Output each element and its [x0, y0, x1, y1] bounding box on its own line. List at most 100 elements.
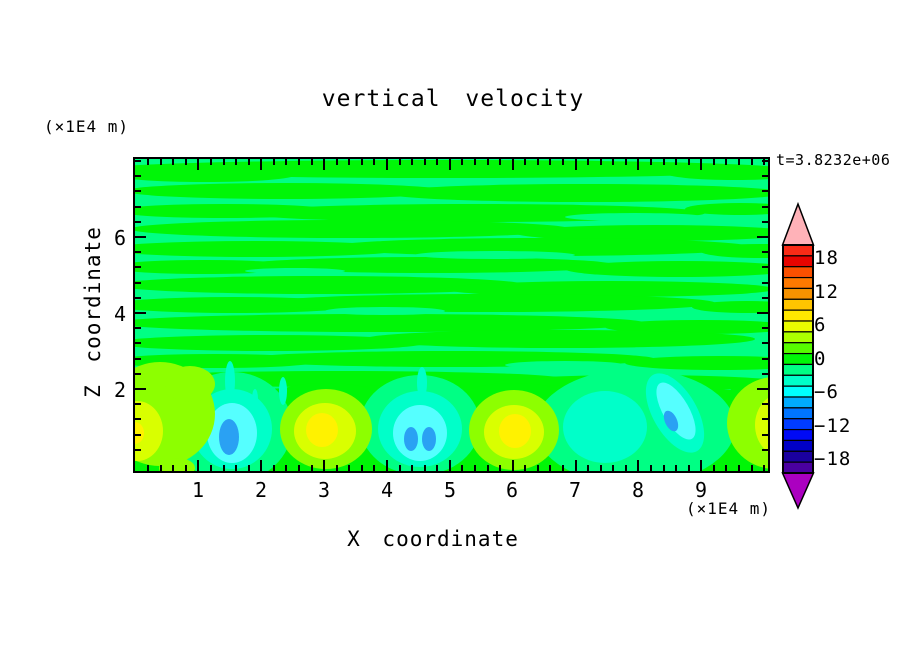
- tick-mark: [762, 296, 768, 299]
- tick-mark: [310, 465, 313, 471]
- x-axis-unit: (×1E4 m): [686, 499, 772, 518]
- colorbar-segment: [782, 428, 814, 442]
- tick-mark: [549, 465, 552, 471]
- tick-mark: [222, 159, 225, 165]
- tick-mark: [574, 460, 577, 471]
- tick-mark: [612, 159, 615, 165]
- tick-mark: [260, 159, 263, 170]
- tick-mark: [561, 465, 564, 471]
- colorbar-segment: [782, 276, 814, 290]
- colorbar-segment: [782, 461, 814, 474]
- tick-mark: [725, 465, 728, 471]
- tick-mark: [499, 465, 502, 471]
- tick-mark: [373, 465, 376, 471]
- colorbar-label: 12: [814, 280, 839, 303]
- tick-mark: [599, 465, 602, 471]
- tick-mark: [172, 159, 175, 165]
- x-axis-title: X coordinate: [347, 527, 519, 551]
- colorbar-segment: [782, 374, 814, 387]
- tick-mark: [762, 175, 768, 178]
- tick-mark: [762, 251, 768, 254]
- tick-mark: [135, 403, 141, 406]
- tick-mark: [762, 160, 768, 162]
- colorbar-segment: [782, 331, 814, 344]
- tick-mark: [184, 465, 187, 471]
- tick-mark: [725, 159, 728, 165]
- tick-mark: [536, 465, 539, 471]
- colorbar-segment: [782, 298, 814, 311]
- tick-mark: [612, 465, 615, 471]
- contour-field-svg: [95, 159, 823, 485]
- tick-mark: [448, 159, 451, 170]
- tick-mark: [712, 159, 715, 165]
- colorbar-segment: [782, 309, 814, 322]
- tick-mark: [147, 465, 150, 471]
- tick-mark: [762, 342, 768, 345]
- tick-mark: [762, 372, 768, 375]
- tick-mark: [297, 465, 300, 471]
- x-tick-label: 7: [568, 478, 582, 502]
- tick-layer: [135, 159, 768, 471]
- tick-mark: [135, 312, 146, 314]
- tick-mark: [135, 205, 141, 208]
- tick-mark: [323, 460, 326, 471]
- colorbar-segment: [782, 396, 814, 409]
- tick-mark: [637, 460, 640, 471]
- tick-mark: [310, 159, 313, 165]
- tick-mark: [235, 159, 238, 165]
- tick-mark: [649, 465, 652, 471]
- tick-mark: [687, 159, 690, 165]
- tick-mark: [762, 433, 768, 436]
- x-tick-label: 1: [191, 478, 205, 502]
- colorbar-segment: [782, 407, 814, 420]
- downdraft-blob-4: [645, 373, 705, 453]
- tick-mark: [700, 460, 703, 471]
- tick-mark: [398, 465, 401, 471]
- updraft-blob-1: [280, 389, 372, 469]
- tick-mark: [763, 465, 766, 471]
- tick-mark: [762, 281, 768, 284]
- tick-mark: [737, 159, 740, 165]
- colorbar-segment: [782, 385, 814, 398]
- tick-mark: [197, 159, 200, 170]
- tick-mark: [473, 159, 476, 165]
- y-tick-label: 4: [113, 302, 126, 326]
- tick-mark: [247, 465, 250, 471]
- tick-mark: [385, 159, 388, 170]
- colorbar-segment: [782, 363, 814, 376]
- colorbar-segment: [782, 352, 814, 366]
- tick-mark: [272, 465, 275, 471]
- tick-mark: [209, 465, 212, 471]
- tick-mark: [486, 465, 489, 471]
- plot-frame: [95, 157, 823, 485]
- tick-mark: [762, 357, 768, 360]
- tick-mark: [763, 159, 766, 165]
- tick-mark: [172, 465, 175, 471]
- tick-mark: [757, 388, 768, 390]
- tick-mark: [373, 159, 376, 165]
- tick-mark: [757, 312, 768, 314]
- tick-mark: [649, 159, 652, 165]
- tick-mark: [750, 465, 753, 471]
- tick-mark: [159, 465, 162, 471]
- tick-mark: [511, 159, 514, 170]
- tick-mark: [750, 159, 753, 165]
- tick-mark: [135, 160, 141, 162]
- colorbar-label: −6: [814, 381, 839, 403]
- tick-mark: [675, 465, 678, 471]
- tick-mark: [222, 465, 225, 471]
- tick-mark: [209, 159, 212, 165]
- tick-mark: [385, 460, 388, 471]
- colorbar-segment: [782, 418, 814, 431]
- colorbar-segment: [782, 244, 814, 257]
- tick-mark: [687, 465, 690, 471]
- tick-mark: [436, 159, 439, 165]
- colorbar-label: −12: [814, 414, 852, 437]
- tick-mark: [235, 465, 238, 471]
- colorbar-segment: [782, 266, 814, 279]
- colorbar-segment: [782, 342, 814, 355]
- tick-mark: [135, 220, 141, 223]
- tick-mark: [737, 465, 740, 471]
- tick-mark: [524, 159, 527, 165]
